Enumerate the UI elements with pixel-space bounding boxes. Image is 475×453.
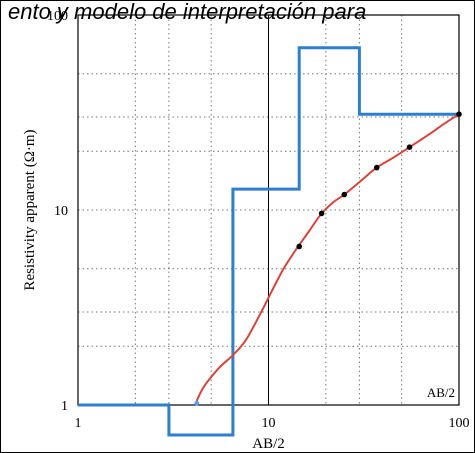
data-point bbox=[456, 111, 462, 117]
data-point bbox=[373, 164, 380, 171]
model-series bbox=[78, 46, 459, 437]
data-point bbox=[318, 210, 325, 217]
y-tick-label: 10 bbox=[54, 204, 68, 219]
x-axis-label: AB/2 bbox=[252, 436, 285, 452]
data-point bbox=[296, 243, 303, 250]
y-tick-label: 1 bbox=[61, 399, 68, 414]
y-tick-label: 100 bbox=[47, 9, 68, 24]
x-tick-label: 10 bbox=[262, 416, 276, 431]
x-tick-label: 100 bbox=[449, 416, 470, 431]
chart-annotation: AB/2 bbox=[427, 385, 455, 400]
data-point bbox=[406, 144, 413, 150]
x-tick-label: 1 bbox=[75, 416, 82, 431]
axis-ticks: 1 10 100 1 10 100 bbox=[47, 9, 470, 431]
start-point bbox=[194, 400, 200, 406]
figure-caption: ento y modelo de interpretación para bbox=[8, 0, 366, 24]
data-point bbox=[341, 191, 348, 198]
measured-points bbox=[194, 111, 462, 406]
y-axis-label: Resistivity apparent (Ω·m) bbox=[22, 129, 38, 290]
apparent-resistivity-curve bbox=[195, 113, 460, 402]
